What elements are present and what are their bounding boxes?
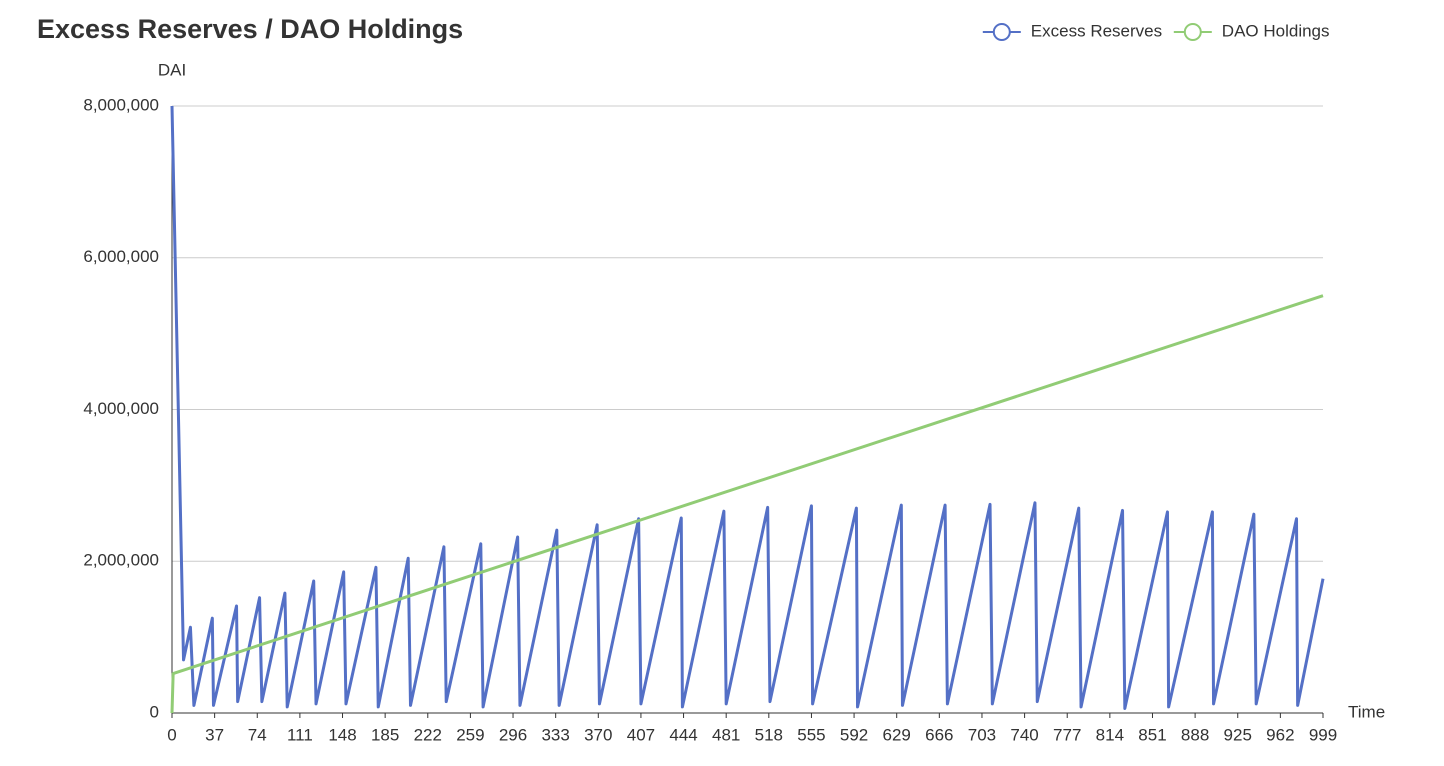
x-tick-label: 777 — [1053, 725, 1081, 744]
x-tick-label: 222 — [414, 725, 442, 744]
x-tick-label: 999 — [1309, 725, 1337, 744]
y-tick-label: 2,000,000 — [83, 551, 159, 570]
x-tick-label: 925 — [1224, 725, 1252, 744]
x-tick-label: 740 — [1010, 725, 1038, 744]
y-tick-label: 8,000,000 — [83, 95, 159, 114]
legend-label: DAO Holdings — [1222, 21, 1330, 40]
x-tick-label: 962 — [1266, 725, 1294, 744]
y-tick-label: 0 — [150, 702, 159, 721]
x-tick-label: 148 — [328, 725, 356, 744]
y-axis-label: DAI — [158, 60, 186, 79]
x-axis-label: Time — [1348, 702, 1385, 721]
x-tick-label: 629 — [883, 725, 911, 744]
y-tick-label: 6,000,000 — [83, 247, 159, 266]
x-tick-label: 111 — [287, 725, 313, 744]
x-tick-label: 444 — [669, 725, 697, 744]
x-tick-label: 814 — [1096, 725, 1124, 744]
series-line — [170, 294, 1324, 714]
x-tick-label: 37 — [205, 725, 224, 744]
y-tick-label: 4,000,000 — [83, 399, 159, 418]
series-line — [170, 105, 1325, 710]
x-tick-label: 296 — [499, 725, 527, 744]
x-tick-label: 259 — [456, 725, 484, 744]
x-tick-label: 481 — [712, 725, 740, 744]
x-tick-label: 407 — [627, 725, 655, 744]
x-tick-label: 333 — [541, 725, 569, 744]
legend-label: Excess Reserves — [1031, 21, 1162, 40]
x-tick-label: 0 — [167, 725, 176, 744]
x-tick-label: 555 — [797, 725, 825, 744]
chart-title: Excess Reserves / DAO Holdings — [37, 14, 463, 44]
x-tick-label: 74 — [248, 725, 267, 744]
x-tick-label: 851 — [1138, 725, 1166, 744]
x-tick-label: 703 — [968, 725, 996, 744]
legend-marker — [1183, 23, 1202, 41]
x-tick-label: 592 — [840, 725, 868, 744]
x-tick-label: 370 — [584, 725, 612, 744]
x-tick-label: 185 — [371, 725, 399, 744]
x-tick-label: 888 — [1181, 725, 1209, 744]
legend-marker — [992, 23, 1011, 41]
x-tick-label: 518 — [755, 725, 783, 744]
x-tick-label: 666 — [925, 725, 953, 744]
